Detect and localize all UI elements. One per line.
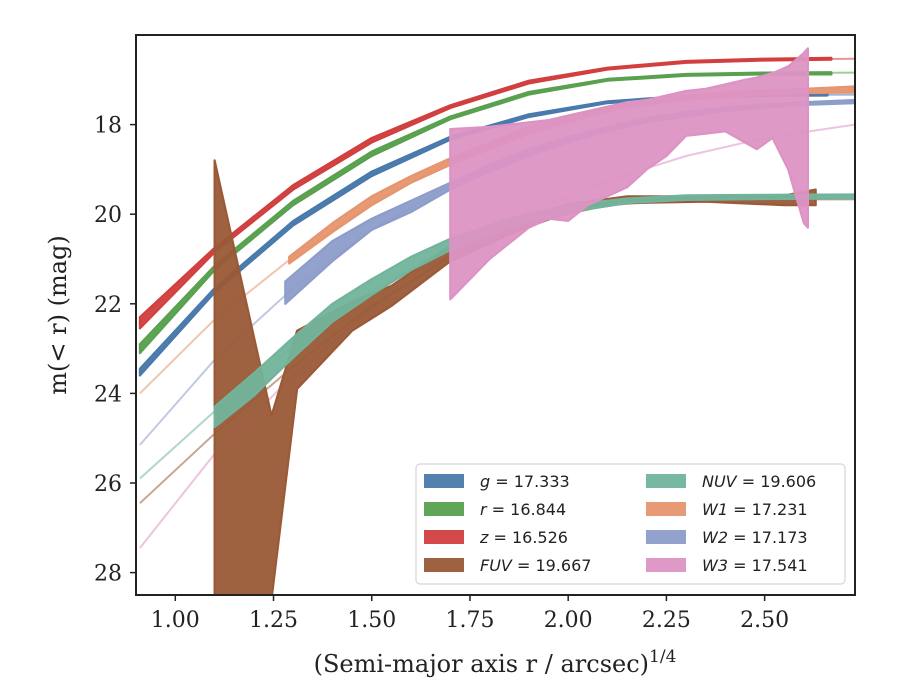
x-tick-label: 1.50 — [347, 608, 396, 633]
legend-swatch-W2 — [646, 530, 686, 544]
series-z-band — [138, 56, 833, 330]
x-tick-label: 1.00 — [151, 608, 200, 633]
legend-label-W3: W3 = 17.541 — [702, 556, 808, 575]
legend-swatch-W3 — [646, 558, 686, 572]
x-tick-label: 2.25 — [642, 608, 691, 633]
legend-swatch-z — [424, 530, 464, 544]
legend-swatch-W1 — [646, 502, 686, 516]
y-axis-label: m(< r) (mag) — [44, 235, 72, 394]
y-tick-label: 18 — [94, 114, 122, 139]
x-tick-label: 2.50 — [740, 608, 789, 633]
x-tick-label: 2.00 — [544, 608, 593, 633]
y-tick-label: 24 — [94, 382, 122, 407]
legend-swatch-g — [424, 474, 464, 488]
legend-label-g: g = 17.333 — [480, 472, 570, 491]
legend-swatch-FUV — [424, 558, 464, 572]
legend: g = 17.333 r = 16.844 z = 16.526 FUV = 19.6… — [415, 463, 846, 585]
y-tick-label: 26 — [94, 472, 122, 497]
legend-swatch-NUV — [646, 474, 686, 488]
legend-label-r: r = 16.844 — [480, 500, 566, 519]
series-NUV-band — [213, 193, 855, 429]
series-W3-band — [449, 47, 810, 301]
legend-label-W2: W2 = 17.173 — [702, 528, 808, 547]
y-axis: 18 20 22 24 26 28 — [94, 114, 136, 587]
y-tick-label: 20 — [94, 203, 122, 228]
x-axis: 1.00 1.25 1.50 1.75 2.00 2.25 2.50 — [151, 595, 789, 633]
x-tick-label: 1.75 — [445, 608, 494, 633]
legend-label-NUV: NUV = 19.606 — [702, 472, 816, 491]
plot-area — [138, 47, 855, 595]
legend-label-FUV: FUV = 19.667 — [480, 556, 591, 575]
legend-label-W1: W1 = 17.231 — [702, 500, 808, 519]
y-tick-label: 28 — [94, 562, 122, 587]
series-FUV-band — [213, 159, 817, 595]
legend-box — [415, 463, 846, 585]
plot-frame — [135, 34, 856, 596]
x-axis-label-exponent: 1/4 — [649, 647, 676, 667]
y-tick-label: 22 — [94, 293, 122, 318]
series-r-band — [138, 71, 833, 355]
legend-label-z: z = 16.526 — [479, 528, 568, 547]
legend-swatch-r — [424, 502, 464, 516]
x-axis-label: (Semi-major axis r / arcsec)1/4 — [314, 647, 677, 678]
x-tick-label: 1.25 — [249, 608, 298, 633]
